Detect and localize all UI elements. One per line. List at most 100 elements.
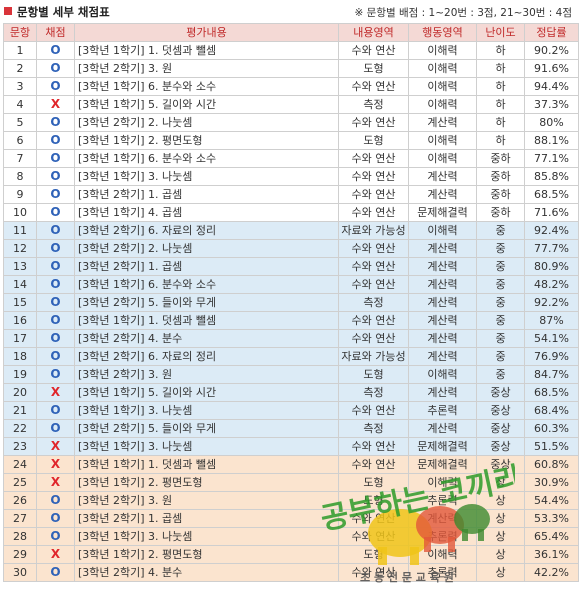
row-content: [3학년 1학기] 3. 나눗셈	[74, 527, 339, 546]
row-level: 중상	[476, 419, 525, 438]
row-content: [3학년 1학기] 3. 나눗셈	[74, 401, 339, 420]
row-content: [3학년 1학기] 6. 분수와 소수	[74, 275, 339, 294]
correct-mark-icon: O	[50, 403, 61, 417]
row-rate: 88.1%	[524, 131, 579, 150]
table-row: 9 O [3학년 2학기] 1. 곱셈 수와 연산 계산력 중하 68.5%	[3, 185, 579, 204]
row-mark: X	[36, 437, 75, 456]
row-mark: O	[36, 509, 75, 528]
correct-mark-icon: O	[50, 43, 61, 57]
row-number: 4	[3, 95, 37, 114]
row-behavior: 계산력	[408, 383, 477, 402]
row-behavior: 이해력	[408, 221, 477, 240]
row-level: 중	[476, 221, 525, 240]
row-number: 9	[3, 185, 37, 204]
row-mark: O	[36, 257, 75, 276]
row-rate: 92.2%	[524, 293, 579, 312]
row-domain: 수와 연산	[338, 41, 409, 60]
row-mark: O	[36, 203, 75, 222]
row-rate: 68.5%	[524, 185, 579, 204]
row-number: 8	[3, 167, 37, 186]
row-domain: 수와 연산	[338, 563, 409, 582]
row-content: [3학년 2학기] 2. 나눗셈	[74, 239, 339, 258]
row-content: [3학년 1학기] 3. 나눗셈	[74, 437, 339, 456]
row-number: 1	[3, 41, 37, 60]
row-domain: 측정	[338, 95, 409, 114]
row-domain: 도형	[338, 365, 409, 384]
row-mark: X	[36, 545, 75, 564]
row-behavior: 이해력	[408, 149, 477, 168]
row-behavior: 문제해결력	[408, 203, 477, 222]
table-row: 13 O [3학년 2학기] 1. 곱셈 수와 연산 계산력 중 80.9%	[3, 257, 579, 276]
row-number: 14	[3, 275, 37, 294]
row-content: [3학년 1학기] 2. 평면도형	[74, 473, 339, 492]
row-content: [3학년 2학기] 4. 분수	[74, 563, 339, 582]
row-domain: 도형	[338, 473, 409, 492]
row-mark: O	[36, 419, 75, 438]
row-behavior: 계산력	[408, 293, 477, 312]
row-number: 26	[3, 491, 37, 510]
row-number: 10	[3, 203, 37, 222]
row-content: [3학년 1학기] 6. 분수와 소수	[74, 149, 339, 168]
table-row: 14 O [3학년 1학기] 6. 분수와 소수 수와 연산 계산력 중 48.2%	[3, 275, 579, 294]
correct-mark-icon: O	[50, 529, 61, 543]
col-header-mark: 채점	[36, 23, 75, 42]
row-domain: 수와 연산	[338, 77, 409, 96]
row-content: [3학년 1학기] 5. 길이와 시간	[74, 95, 339, 114]
row-rate: 65.4%	[524, 527, 579, 546]
row-behavior: 계산력	[408, 113, 477, 132]
row-mark: O	[36, 293, 75, 312]
table-row: 20 X [3학년 1학기] 5. 길이와 시간 측정 계산력 중상 68.5%	[3, 383, 579, 402]
row-level: 중하	[476, 149, 525, 168]
row-level: 중	[476, 257, 525, 276]
row-level: 중	[476, 329, 525, 348]
row-mark: O	[36, 113, 75, 132]
row-number: 23	[3, 437, 37, 456]
row-domain: 도형	[338, 545, 409, 564]
row-domain: 수와 연산	[338, 527, 409, 546]
row-mark: O	[36, 239, 75, 258]
row-mark: O	[36, 41, 75, 60]
table-row: 17 O [3학년 2학기] 4. 분수 수와 연산 계산력 중 54.1%	[3, 329, 579, 348]
row-rate: 76.9%	[524, 347, 579, 366]
row-rate: 60.8%	[524, 455, 579, 474]
row-level: 상	[476, 491, 525, 510]
row-number: 18	[3, 347, 37, 366]
row-number: 21	[3, 401, 37, 420]
table-row: 21 O [3학년 1학기] 3. 나눗셈 수와 연산 추론력 중상 68.4%	[3, 401, 579, 420]
row-behavior: 추론력	[408, 491, 477, 510]
row-domain: 수와 연산	[338, 329, 409, 348]
table-header-row: 문항 채점 평가내용 내용영역 행동영역 난이도 정답률	[3, 23, 579, 42]
table-row: 12 O [3학년 2학기] 2. 나눗셈 수와 연산 계산력 중 77.7%	[3, 239, 579, 258]
table-row: 15 O [3학년 2학기] 5. 들이와 무게 측정 계산력 중 92.2%	[3, 293, 579, 312]
wrong-mark-icon: X	[50, 457, 61, 471]
col-header-level: 난이도	[476, 23, 525, 42]
row-mark: X	[36, 473, 75, 492]
row-domain: 측정	[338, 293, 409, 312]
row-domain: 도형	[338, 131, 409, 150]
row-content: [3학년 1학기] 1. 덧셈과 뺄셈	[74, 41, 339, 60]
row-rate: 80.9%	[524, 257, 579, 276]
row-rate: 87%	[524, 311, 579, 330]
row-mark: O	[36, 167, 75, 186]
row-number: 13	[3, 257, 37, 276]
correct-mark-icon: O	[50, 421, 61, 435]
row-number: 25	[3, 473, 37, 492]
score-note: ※ 문항별 배점 : 1~20번 : 3점, 21~30번 : 4점	[354, 7, 572, 19]
row-level: 상	[476, 473, 525, 492]
row-domain: 수와 연산	[338, 401, 409, 420]
row-number: 16	[3, 311, 37, 330]
row-level: 중상	[476, 437, 525, 456]
wrong-mark-icon: X	[50, 97, 61, 111]
row-level: 중상	[476, 383, 525, 402]
correct-mark-icon: O	[50, 295, 61, 309]
row-rate: 30.9%	[524, 473, 579, 492]
row-mark: O	[36, 59, 75, 78]
row-content: [3학년 2학기] 4. 분수	[74, 329, 339, 348]
table-row: 11 O [3학년 2학기] 6. 자료의 정리 자료와 가능성 이해력 중 92.4%	[3, 221, 579, 240]
row-mark: O	[36, 347, 75, 366]
row-behavior: 이해력	[408, 95, 477, 114]
row-level: 중	[476, 293, 525, 312]
row-behavior: 이해력	[408, 59, 477, 78]
row-content: [3학년 2학기] 1. 곱셈	[74, 185, 339, 204]
table-row: 6 O [3학년 1학기] 2. 평면도형 도형 이해력 하 88.1%	[3, 131, 579, 150]
